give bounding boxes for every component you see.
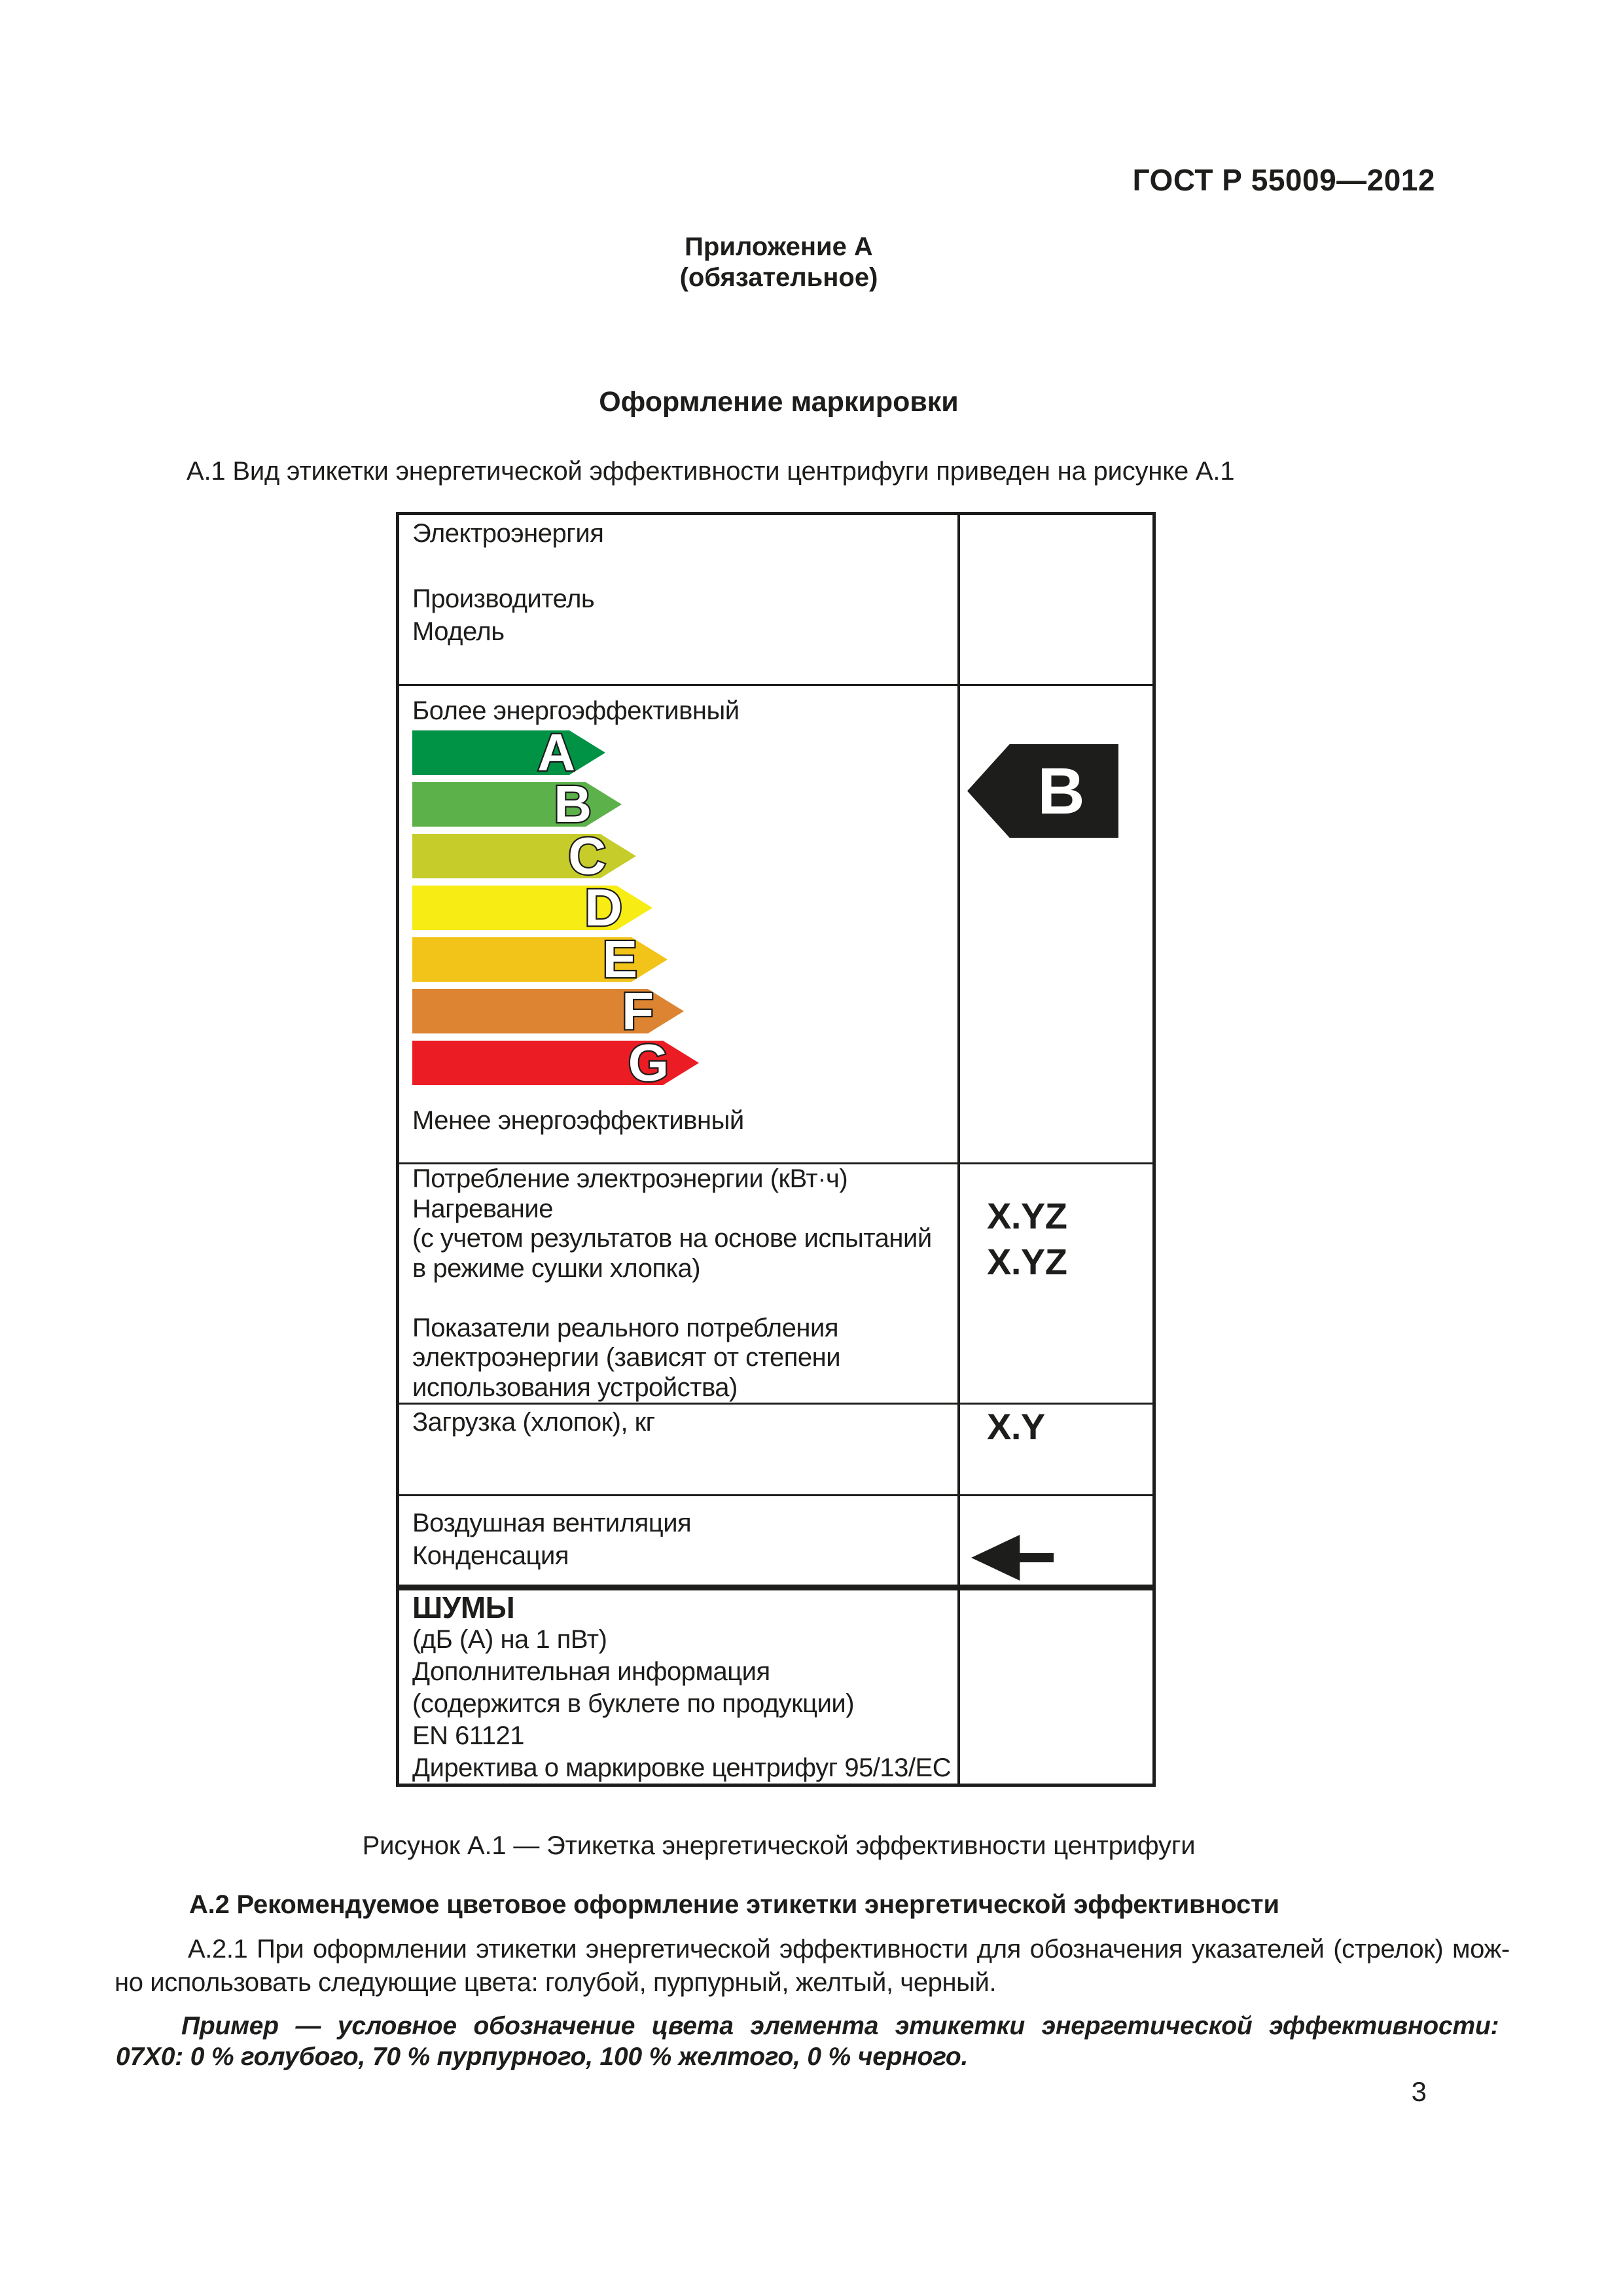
capacity-text-cell: Загрузка (хлопок), кг bbox=[399, 1405, 960, 1494]
doc-header: ГОСТ Р 55009—2012 bbox=[1132, 163, 1435, 197]
consumption-value-2: X.YZ bbox=[987, 1241, 1067, 1282]
page-number: 3 bbox=[1411, 2076, 1427, 2107]
consumption-line: (с учетом результатов на основе испытани… bbox=[412, 1224, 932, 1253]
section-title: Оформление маркировки bbox=[599, 386, 959, 418]
extra-info-line: Дополнительная информация bbox=[412, 1657, 770, 1686]
extra-info-line: (содержится в буклете по продукции) bbox=[412, 1689, 855, 1718]
class-letter-c: C bbox=[568, 827, 606, 885]
ventilation-value-cell bbox=[960, 1496, 1152, 1585]
left-arrow-icon bbox=[971, 1535, 1054, 1581]
class-letter-a: A bbox=[537, 723, 575, 781]
class-letter-b: B bbox=[554, 775, 592, 833]
directive-ref: Директива о маркировке центрифуг 95/13/Е… bbox=[412, 1753, 952, 1782]
capacity-value: X.Y bbox=[987, 1406, 1045, 1447]
product-value-cell bbox=[960, 515, 1152, 684]
class-letter-e: E bbox=[602, 930, 637, 988]
consumption-line: Нагревание bbox=[412, 1194, 553, 1223]
example-paragraph: Пример — условное обозначение цвета элем… bbox=[116, 2011, 1499, 2072]
noise-unit: (дБ (А) на 1 пВт) bbox=[412, 1625, 607, 1654]
noise-text-cell: ШУМЫ (дБ (А) на 1 пВт) Дополнительная ин… bbox=[399, 1590, 960, 1784]
condensation-label: Конденсация bbox=[412, 1541, 569, 1570]
consumption-line: электроэнергии (зависят от степени bbox=[412, 1343, 841, 1372]
consumption-line: в режиме сушки хлопка) bbox=[412, 1253, 701, 1283]
manufacturer-label: Производитель bbox=[412, 584, 595, 613]
capacity-label: Загрузка (хлопок), кг bbox=[412, 1408, 655, 1437]
paragraph-a21-line1: А.2.1 При оформлении этикетки энергетиче… bbox=[188, 1935, 1510, 1964]
consumption-value-cell: X.YZ X.YZ bbox=[960, 1164, 1152, 1403]
paragraph-a21: А.2.1 При оформлении этикетки энергетиче… bbox=[115, 1933, 1510, 2000]
label-row-ventilation: Воздушная вентиляция Конденсация bbox=[399, 1494, 1152, 1585]
standard-ref: EN 61121 bbox=[412, 1721, 524, 1750]
consumption-line: Потребление электроэнергии (кВт·ч) bbox=[412, 1164, 848, 1193]
less-efficient-label: Менее энергоэффективный bbox=[412, 1106, 744, 1135]
more-efficient-label: Более энергоэффективный bbox=[412, 696, 740, 725]
class-letter-g: G bbox=[628, 1033, 669, 1092]
product-cell: Электроэнергия Производитель Модель bbox=[399, 515, 960, 684]
class-arrow-g-icon: G bbox=[412, 1041, 699, 1085]
consumption-value-1: X.YZ bbox=[987, 1195, 1067, 1236]
consumption-line: Показатели реального потребления bbox=[412, 1313, 838, 1342]
label-row-consumption: Потребление электроэнергии (кВт·ч) Нагре… bbox=[399, 1162, 1152, 1403]
electricity-label: Электроэнергия bbox=[412, 519, 604, 548]
class-arrow-b-icon: B bbox=[412, 782, 622, 827]
efficiency-scale: A B C D E F G bbox=[412, 730, 954, 1085]
blank-line bbox=[412, 1283, 954, 1314]
blank-line bbox=[412, 550, 954, 583]
figure-caption: Рисунок А.1 — Этикетка энергетической эф… bbox=[362, 1831, 1196, 1860]
example-line1: Пример — условное обозначение цвета элем… bbox=[181, 2012, 1499, 2040]
class-letter-d: D bbox=[584, 878, 622, 937]
label-row-efficiency-scale: Более энергоэффективный A B C D E F G Ме… bbox=[399, 684, 1152, 1162]
rating-cell: B bbox=[960, 686, 1152, 1162]
label-row-product: Электроэнергия Производитель Модель bbox=[399, 515, 1152, 684]
noise-heading: ШУМЫ bbox=[412, 1590, 515, 1624]
energy-label-figure: Электроэнергия Производитель Модель Боле… bbox=[396, 512, 1156, 1787]
efficiency-scale-cell: Более энергоэффективный A B C D E F G Ме… bbox=[399, 686, 960, 1162]
class-arrow-a-icon: A bbox=[412, 730, 605, 775]
class-arrow-d-icon: D bbox=[412, 886, 652, 930]
paragraph-a1: А.1 Вид этикетки энергетической эффектив… bbox=[187, 457, 1235, 486]
example-line2: 07X0: 0 % голубого, 70 % пурпурного, 100… bbox=[116, 2043, 969, 2071]
appendix-subtitle: (обязательное) bbox=[679, 263, 878, 292]
paragraph-a21-line2: но использовать следующие цвета: голубой… bbox=[115, 1968, 997, 1997]
ventilation-label: Воздушная вентиляция bbox=[412, 1509, 692, 1537]
heading-a2: А.2 Рекомендуемое цветовое оформление эт… bbox=[189, 1890, 1279, 1919]
capacity-value-cell: X.Y bbox=[960, 1405, 1152, 1494]
class-arrow-f-icon: F bbox=[412, 989, 684, 1033]
class-arrow-c-icon: C bbox=[412, 834, 636, 878]
appendix-title: Приложение А bbox=[685, 232, 873, 261]
class-letter-f: F bbox=[622, 982, 654, 1040]
rating-letter: B bbox=[1037, 754, 1085, 828]
consumption-text-cell: Потребление электроэнергии (кВт·ч) Нагре… bbox=[399, 1164, 960, 1403]
model-label: Модель bbox=[412, 617, 505, 646]
rating-arrow-icon: B bbox=[967, 744, 1118, 838]
label-row-capacity: Загрузка (хлопок), кг X.Y bbox=[399, 1403, 1152, 1494]
noise-value-cell bbox=[960, 1590, 1152, 1784]
label-row-noise: ШУМЫ (дБ (А) на 1 пВт) Дополнительная ин… bbox=[399, 1585, 1152, 1784]
ventilation-text-cell: Воздушная вентиляция Конденсация bbox=[399, 1496, 960, 1585]
class-arrow-e-icon: E bbox=[412, 937, 668, 982]
consumption-line: использования устройства) bbox=[412, 1372, 738, 1402]
